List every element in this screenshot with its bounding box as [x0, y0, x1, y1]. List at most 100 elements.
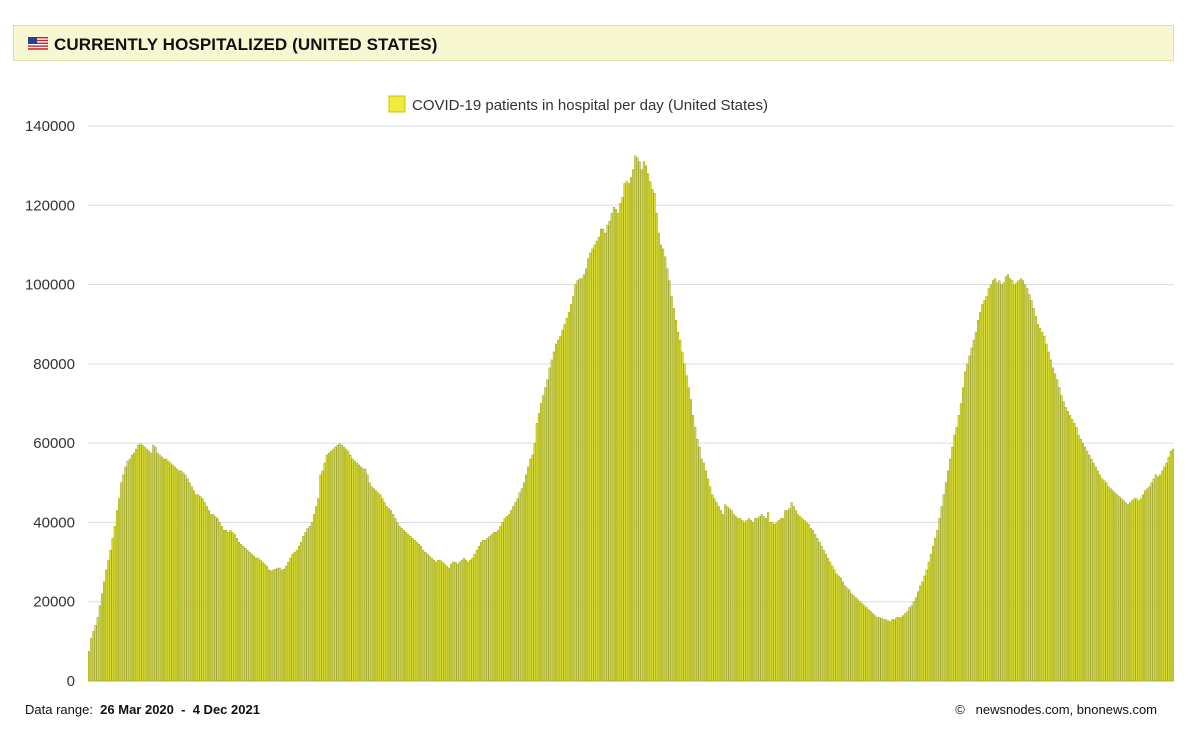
bar[interactable] — [730, 510, 733, 682]
bar[interactable] — [983, 300, 986, 682]
bar[interactable] — [364, 468, 367, 682]
bar[interactable] — [659, 244, 663, 682]
bar[interactable] — [88, 651, 91, 682]
bar[interactable] — [985, 296, 988, 682]
bar[interactable] — [1124, 502, 1127, 682]
bar[interactable] — [263, 563, 266, 682]
bar[interactable] — [274, 568, 277, 682]
bar[interactable] — [610, 212, 613, 682]
bar[interactable] — [107, 559, 110, 682]
bar[interactable] — [612, 207, 615, 682]
bar[interactable] — [606, 224, 609, 682]
bar[interactable] — [145, 448, 148, 682]
bar[interactable] — [1039, 327, 1042, 682]
bar[interactable] — [370, 486, 373, 682]
bar[interactable] — [501, 522, 504, 682]
bar[interactable] — [994, 278, 997, 682]
bar[interactable] — [833, 569, 836, 682]
bar[interactable] — [576, 280, 579, 682]
bar[interactable] — [878, 617, 881, 682]
bar[interactable] — [1171, 448, 1174, 682]
bar[interactable] — [814, 534, 817, 682]
bar[interactable] — [1152, 478, 1155, 682]
bar[interactable] — [518, 492, 521, 682]
bar[interactable] — [640, 169, 643, 682]
bar[interactable] — [1019, 278, 1022, 682]
bar[interactable] — [525, 474, 528, 682]
bar[interactable] — [396, 522, 399, 682]
bar[interactable] — [330, 450, 333, 682]
bar[interactable] — [1002, 282, 1005, 682]
bar[interactable] — [456, 563, 459, 682]
bar[interactable] — [225, 530, 228, 682]
bar[interactable] — [1137, 500, 1140, 682]
bar[interactable] — [912, 601, 915, 682]
bar[interactable] — [899, 617, 902, 682]
bar[interactable] — [432, 559, 435, 682]
bar[interactable] — [794, 510, 797, 682]
bar[interactable] — [411, 538, 414, 682]
bar[interactable] — [242, 545, 245, 682]
bar[interactable] — [336, 444, 339, 682]
bar[interactable] — [334, 446, 337, 682]
bar[interactable] — [932, 545, 935, 682]
bar[interactable] — [589, 252, 592, 682]
bar[interactable] — [966, 363, 969, 682]
bar[interactable] — [1071, 419, 1074, 682]
bar[interactable] — [882, 619, 885, 682]
bar[interactable] — [319, 474, 322, 682]
bar[interactable] — [180, 470, 183, 682]
bar[interactable] — [355, 462, 358, 682]
bar[interactable] — [981, 304, 984, 682]
bar[interactable] — [124, 466, 127, 682]
bar[interactable] — [400, 528, 403, 682]
bar[interactable] — [182, 472, 185, 682]
bar[interactable] — [820, 545, 823, 682]
bar[interactable] — [302, 536, 305, 682]
bar[interactable] — [604, 232, 607, 682]
bar[interactable] — [548, 367, 551, 682]
bar[interactable] — [98, 605, 101, 682]
bar[interactable] — [837, 575, 840, 682]
bar[interactable] — [130, 454, 133, 682]
bar[interactable] — [195, 494, 198, 682]
bar[interactable] — [1086, 450, 1089, 682]
bar[interactable] — [92, 631, 95, 682]
bar[interactable] — [126, 460, 129, 682]
bar[interactable] — [1024, 284, 1027, 682]
bar[interactable] — [231, 532, 234, 682]
bar[interactable] — [111, 538, 114, 682]
bar[interactable] — [133, 452, 136, 682]
bar[interactable] — [889, 621, 892, 682]
bar[interactable] — [227, 532, 230, 682]
bar[interactable] — [1047, 351, 1050, 682]
bar[interactable] — [312, 514, 315, 682]
bar[interactable] — [749, 520, 752, 682]
bar[interactable] — [927, 561, 930, 682]
bar[interactable] — [366, 474, 369, 682]
bar[interactable] — [777, 520, 780, 682]
bar[interactable] — [762, 516, 765, 682]
bar[interactable] — [955, 427, 958, 682]
bar[interactable] — [1073, 423, 1076, 682]
bar[interactable] — [109, 549, 112, 682]
bar[interactable] — [1079, 438, 1082, 682]
bar[interactable] — [477, 545, 480, 682]
bar[interactable] — [276, 567, 279, 682]
bar[interactable] — [621, 197, 624, 682]
bar[interactable] — [685, 375, 688, 682]
bar[interactable] — [499, 526, 502, 682]
bar[interactable] — [143, 446, 146, 682]
bar[interactable] — [375, 490, 378, 682]
bar[interactable] — [996, 282, 999, 682]
bar[interactable] — [940, 506, 943, 682]
bar[interactable] — [745, 520, 748, 682]
bar[interactable] — [715, 502, 718, 682]
bar[interactable] — [96, 617, 99, 682]
bar[interactable] — [1105, 482, 1108, 682]
bar[interactable] — [261, 561, 264, 682]
bar[interactable] — [565, 318, 568, 682]
bar[interactable] — [1004, 276, 1007, 682]
bar[interactable] — [897, 617, 900, 682]
bar[interactable] — [150, 452, 153, 682]
